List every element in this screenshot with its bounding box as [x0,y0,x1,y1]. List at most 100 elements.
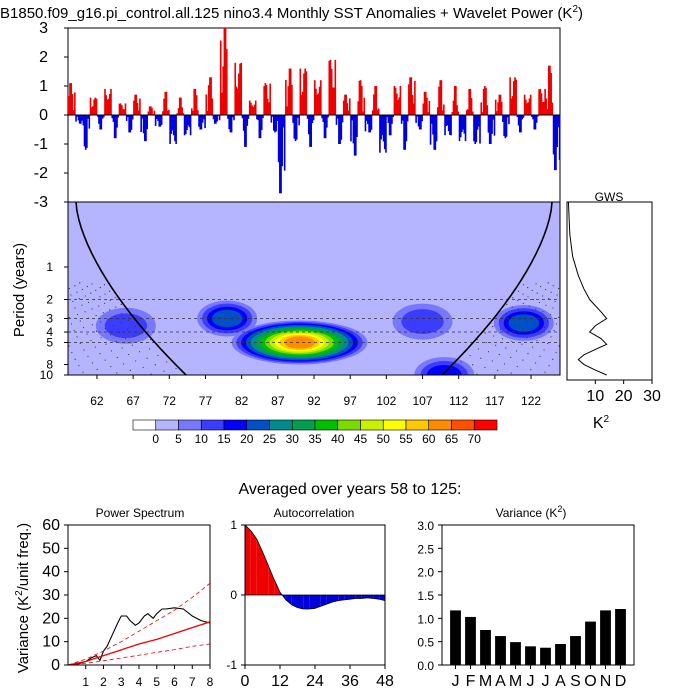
sst-anomaly-bar [139,98,141,115]
sst-anomaly-bar [257,115,259,121]
sst-y-tick-label: 0 [39,107,48,124]
coi-stipple [114,315,116,317]
colorbar-label: 20 [240,432,254,446]
coi-stipple [76,314,78,316]
wavelet-x-tick-label: 67 [126,394,140,408]
coi-stipple [154,364,156,366]
wavelet-x-tick-label: 72 [163,394,177,408]
coi-stipple [460,361,462,363]
sst-anomaly-bar [367,115,369,125]
sst-anomaly-bar [446,115,449,126]
wavelet-contour [401,309,444,334]
coi-stipple [484,367,486,369]
variance-y-tick-label: 2.5 [417,542,434,556]
coi-stipple [123,363,125,365]
wavelet-x-tick-label: 62 [90,394,104,408]
coi-stipple [550,314,552,316]
sst-anomaly-bar [253,104,256,115]
wavelet-dashed-lines [68,299,560,343]
sst-anomaly-bar [450,115,452,136]
coi-stipple [526,337,528,339]
variance-x-tick-label: J [452,673,460,690]
sst-anomaly-bar [177,108,180,115]
sst-anomaly-bar [355,115,357,156]
wavelet-x-tick-label: 77 [199,394,213,408]
sst-anomaly-bar [86,115,88,148]
sst-anomaly-bar [555,115,557,171]
colorbar-label: 70 [468,432,482,446]
sst-anomaly-bar [339,115,341,144]
sst-anomaly-bar [480,102,483,115]
sst-anomaly-bar [393,86,396,115]
coi-stipple [95,289,97,291]
wavelet-y-tick-label: 5 [46,335,53,349]
colorbar-label: 35 [308,432,322,446]
sst-anomaly-bar [160,115,163,125]
gws-x-axis: 10 20 30 [586,380,661,405]
coi-stipple [522,293,524,295]
sst-anomaly-bar [357,101,360,115]
sst-anomaly-bar [207,85,210,115]
sst-anomaly-bar [264,83,267,115]
coi-stipple [150,339,152,341]
sst-anomaly-bar [68,95,70,115]
sst-anomaly-bar [455,86,457,115]
coi-stipple [104,293,106,295]
ps-x-tick-label: 3 [118,675,125,689]
sst-anomaly-bar [162,111,164,115]
sst-anomaly-bar [74,92,76,115]
sst-anomaly-bar [522,115,525,118]
sst-anomaly-bar [346,103,349,115]
colorbar-swatch [200,419,225,431]
sst-anomaly-bar [281,115,284,167]
sst-anomaly-bar [200,115,203,130]
sst-anomaly-bar [492,115,495,120]
coi-stipple [81,304,83,306]
coi-stipple [110,350,112,352]
sst-anomaly-bar [273,115,275,131]
sst-anomaly-bar [484,86,486,115]
sst-anomaly-bar [157,115,159,122]
sst-anomaly-bar [512,81,515,115]
sst-anomaly-bar [135,94,138,115]
coi-stipple [506,303,508,305]
coi-stipple [517,309,519,311]
sst-anomaly-bar [102,115,105,118]
sst-anomaly-bar [81,115,83,121]
sst-anomaly-bar [282,115,285,128]
sst-anomaly-bar [201,115,204,123]
variance-bar [540,647,551,665]
coi-stipple [99,296,101,298]
coi-stipple [102,312,104,314]
coi-stipple [542,295,544,297]
coi-stipple [74,358,76,360]
variance-y-tick-label: 0.0 [417,659,434,673]
sst-anomaly-bar [311,115,314,124]
gws-x-label: K2 [593,414,610,432]
sst-anomaly-bar [515,79,517,115]
coi-stipple [76,336,78,338]
sst-anomaly-bar [399,86,402,115]
sst-anomaly-bar [119,103,122,115]
sst-anomaly-bar [115,115,117,139]
sst-anomaly-bar [205,94,208,115]
colorbar-swatch [291,419,316,431]
power-spectrum-line [67,643,211,666]
sst-anomaly-bar [165,91,168,115]
wavelet-x-tick-label: 87 [271,394,285,408]
sst-anomaly-bar [270,115,273,123]
coi-stipple [499,328,501,330]
variance-bar [465,616,476,665]
coi-stipple [84,311,86,313]
ac-y-tick-label: 1 [230,518,237,532]
variance-bar [495,636,506,665]
coi-stipple [72,301,74,303]
colorbar-label: 65 [445,432,459,446]
coi-stipple [532,299,534,301]
sst-anomaly-bar [93,99,95,115]
sst-anomaly-bar [217,115,220,117]
coi-stipple [127,319,129,321]
sst-anomaly-bar [125,115,128,121]
coi-stipple [91,362,93,364]
